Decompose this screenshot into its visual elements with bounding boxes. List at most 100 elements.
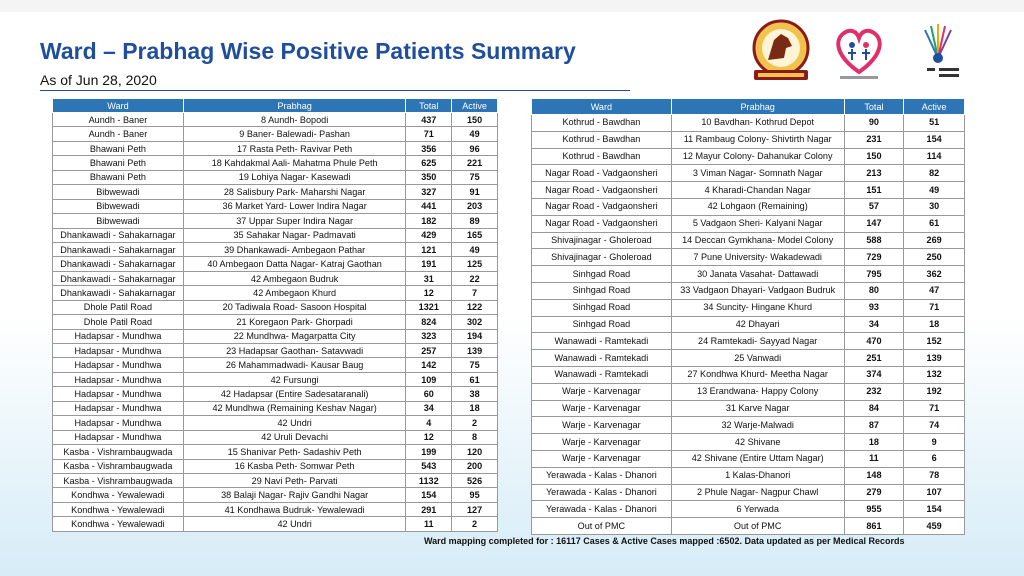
cell-total: 12: [405, 285, 453, 301]
table-row: Bibwewadi 28 Salisbury Park- Maharshi Nag…: [52, 184, 498, 200]
table-row: Bibwewadi 36 Market Yard- Lower Indira Na…: [52, 198, 498, 215]
cell-prabhag: 19 Lohiya Nagar- Kasewadi: [182, 169, 407, 186]
cell-ward: Kasba - Vishrambaugwada: [52, 444, 184, 460]
cell-ward: Kasba - Vishrambaugwada: [52, 472, 184, 489]
table-row: Warje - Karvenagar 31 Karve Nagar 84 71: [531, 399, 965, 418]
cell-total: 150: [843, 147, 905, 166]
cell-active: 49: [451, 126, 498, 142]
table-row: Dhankawadi - Sahakarnagar 39 Dhankawadi- …: [52, 241, 498, 258]
cell-active: 96: [451, 140, 498, 157]
cell-active: 22: [451, 270, 498, 287]
cell-prabhag: 31 Karve Nagar: [670, 399, 845, 418]
table-row: Hadapsar - Mundhwa 42 Mundhwa (Remaining …: [52, 400, 498, 417]
cell-prabhag: 13 Erandwana- Happy Colony: [670, 382, 845, 401]
cell-total: 34: [405, 400, 453, 417]
cell-total: 12: [405, 429, 453, 446]
cell-prabhag: 42 Ambegaon Budruk: [182, 270, 407, 287]
cell-active: 107: [903, 483, 965, 502]
table-header-row: Ward Prabhag Total Active: [531, 98, 965, 115]
pune-smart-city-logo: [905, 18, 971, 84]
cell-total: 93: [843, 298, 905, 317]
cell-ward: Dhankawadi - Sahakarnagar: [52, 285, 184, 301]
table-row: Hadapsar - Mundhwa 23 Hadapsar Gaothan- S…: [52, 342, 498, 359]
cell-total: 861: [843, 517, 905, 535]
table-row: Warje - Karvenagar 42 Shivane 18 9: [531, 433, 965, 451]
cell-active: 192: [903, 382, 965, 401]
cell-active: 61: [903, 214, 965, 233]
cell-ward: Aundh - Baner: [52, 111, 184, 128]
cell-prabhag: 34 Suncity- Hingane Khurd: [670, 298, 845, 317]
cell-active: 74: [903, 416, 965, 435]
cell-ward: Kothrud - Bawdhan: [531, 147, 672, 166]
cell-ward: Kondhwa - Yewalewadi: [52, 501, 184, 518]
cell-prabhag: 18 Kahdakmal Aali- Mahatma Phule Peth: [182, 155, 407, 171]
cell-ward: Dhankawadi - Sahakarnagar: [52, 256, 184, 272]
cell-prabhag: 6 Yerwada: [670, 500, 845, 519]
column-header-total: Total: [843, 98, 905, 115]
left-table-body: Aundh - Baner 8 Aundh- Bopodi 437 150 Aundh …: [52, 111, 498, 532]
table-row: Nagar Road - Vadgaonsheri 3 Viman Nagar- …: [531, 164, 965, 183]
column-header-active: Active: [903, 98, 965, 115]
cell-active: 132: [903, 365, 965, 384]
cell-active: 95: [451, 487, 498, 503]
left-summary-table: Ward Prabhag Total Active Aundh - Baner 8…: [52, 98, 498, 532]
cell-total: 147: [843, 214, 905, 233]
cell-prabhag: 42 Ambegaon Khurd: [182, 285, 407, 301]
right-table-body: Kothrud - Bawdhan 10 Bavdhan- Kothrud Dep…: [531, 114, 965, 535]
cell-total: 291: [405, 501, 453, 518]
cell-prabhag: 30 Janata Vasahat- Dattawadi: [670, 265, 845, 283]
cell-total: 84: [843, 399, 905, 418]
cell-ward: Warje - Karvenagar: [531, 449, 672, 468]
table-row: Aundh - Baner 8 Aundh- Bopodi 437 150: [52, 111, 498, 128]
cell-prabhag: 33 Vadgaon Dhayari- Vadgaon Budruk: [670, 281, 845, 300]
cell-prabhag: 21 Koregaon Park- Ghorpadi: [182, 314, 407, 330]
cell-prabhag: 14 Deccan Gymkhana- Model Colony: [670, 231, 845, 250]
cell-prabhag: 26 Mahammadwadi- Kausar Baug: [182, 357, 407, 373]
pune-municipal-corporation-logo: [752, 19, 810, 80]
cell-ward: Nagar Road - Vadgaonsheri: [531, 197, 672, 216]
cell-ward: Dhole Patil Road: [52, 314, 184, 330]
right-summary-table: Ward Prabhag Total Active Kothrud - Bawd…: [531, 98, 965, 535]
cell-active: 194: [451, 328, 498, 345]
cell-total: 356: [405, 140, 453, 157]
cell-total: 154: [405, 487, 453, 503]
table-row: Yerawada - Kalas - Dhanori 2 Phule Nagar-…: [531, 483, 965, 502]
cell-active: 165: [451, 227, 498, 243]
cell-prabhag: 20 Tadiwala Road- Sasoon Hospital: [182, 299, 407, 316]
cell-active: 51: [903, 114, 965, 132]
cell-ward: Hadapsar - Mundhwa: [52, 386, 184, 402]
cell-prabhag: 15 Shanivar Peth- Sadashiv Peth: [182, 444, 407, 460]
cell-ward: Bibwewadi: [52, 213, 184, 229]
cell-prabhag: 32 Warje-Malwadi: [670, 416, 845, 435]
cell-total: 543: [405, 458, 453, 474]
cell-prabhag: 42 Mundhwa (Remaining Keshav Nagar): [182, 400, 407, 417]
cell-active: 9: [903, 433, 965, 451]
cell-ward: Shivajinagar - Gholeroad: [531, 248, 672, 267]
cell-active: 127: [451, 501, 498, 518]
table-row: Sinhgad Road 33 Vadgaon Dhayari- Vadgaon …: [531, 281, 965, 300]
cell-active: 139: [903, 349, 965, 367]
cell-prabhag: 42 Shivane: [670, 433, 845, 451]
cell-ward: Yerawada - Kalas - Dhanori: [531, 466, 672, 485]
cell-prabhag: 36 Market Yard- Lower Indira Nagar: [182, 198, 407, 215]
cell-total: 251: [843, 349, 905, 367]
column-header-active: Active: [451, 98, 498, 113]
cell-total: 588: [843, 231, 905, 250]
table-row: Wanawadi - Ramtekadi 25 Vanwadi 251 139: [531, 349, 965, 367]
cell-total: 60: [405, 386, 453, 402]
table-row: Kondhwa - Yewalewadi 42 Undri 11 2: [52, 516, 498, 532]
cell-active: 362: [903, 265, 965, 283]
cell-prabhag: 42 Fursungi: [182, 371, 407, 388]
cell-total: 213: [843, 164, 905, 183]
cell-active: 6: [903, 449, 965, 468]
cell-ward: Bibwewadi: [52, 184, 184, 200]
cell-ward: Wanawadi - Ramtekadi: [531, 365, 672, 384]
cell-active: 38: [451, 386, 498, 402]
cell-active: 250: [903, 248, 965, 267]
cell-ward: Bhawani Peth: [52, 169, 184, 186]
cell-prabhag: 10 Bavdhan- Kothrud Depot: [670, 114, 845, 132]
cell-total: 441: [405, 198, 453, 215]
cell-active: 18: [903, 315, 965, 334]
cell-ward: Warje - Karvenagar: [531, 433, 672, 451]
table-row: Dhole Patil Road 20 Tadiwala Road- Sasoon…: [52, 299, 498, 316]
